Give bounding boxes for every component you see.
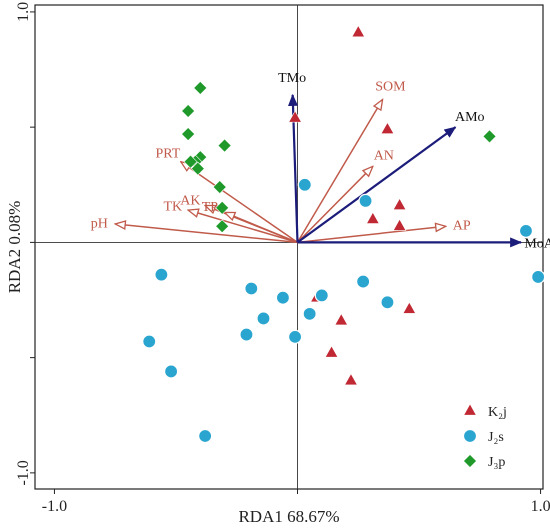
- environment-arrow: [181, 162, 298, 244]
- data-point-circle: [287, 329, 303, 344]
- environment-arrow: [297, 226, 446, 244]
- legend-marker: [463, 403, 477, 416]
- y-axis-label: RDA2 0.08%: [5, 201, 24, 294]
- response-arrow-label: AMo: [455, 110, 485, 125]
- environment-arrow-label: AP: [453, 218, 471, 233]
- data-point-circle: [358, 193, 373, 209]
- x-tick-label: -1.0: [42, 498, 67, 515]
- environment-arrow-label: TK: [164, 199, 183, 214]
- environment-arrow-label: pH: [91, 216, 108, 231]
- data-point-diamond: [482, 129, 497, 144]
- environment-arrow: [115, 224, 298, 244]
- environment-arrow: [188, 210, 298, 244]
- data-point-triangle: [402, 301, 417, 314]
- data-point-circle: [256, 311, 271, 326]
- series-triangle: [288, 25, 417, 386]
- data-point-triangle: [334, 313, 349, 326]
- environment-arrow: [296, 166, 373, 243]
- data-point-circle: [297, 177, 312, 192]
- environment-arrow: [296, 99, 383, 243]
- sample-points: [142, 25, 546, 444]
- data-point-circle: [518, 223, 534, 238]
- data-point-circle: [164, 364, 179, 379]
- axis-tick-labels: -1.0 1.0 1.0 -1.0: [15, 2, 550, 515]
- data-point-circle: [244, 281, 259, 296]
- data-point-diamond: [190, 161, 205, 176]
- data-point-triangle: [288, 110, 302, 123]
- data-point-circle: [356, 274, 371, 289]
- environment-arrow-label: SOM: [375, 80, 406, 95]
- data-point-diamond: [212, 180, 227, 195]
- legend: K₂j J₂s J₃p: [462, 403, 507, 470]
- environment-vectors: SOM AN AP PRT AK TP TK pH: [91, 80, 471, 244]
- data-point-circle: [198, 428, 213, 444]
- data-point-diamond: [183, 154, 198, 169]
- axis-ticks: [30, 11, 542, 494]
- data-point-diamond: [217, 138, 232, 153]
- data-point-triangle: [380, 121, 395, 134]
- legend-label: J₂s: [488, 430, 504, 445]
- y-tick-label: -1.0: [15, 460, 32, 485]
- data-point-triangle: [366, 211, 380, 224]
- x-tick-label: 1.0: [531, 498, 550, 515]
- legend-label: K₂j: [488, 405, 507, 420]
- data-point-triangle: [344, 373, 358, 386]
- environment-arrow-label: TP: [202, 200, 219, 215]
- data-point-triangle: [392, 218, 407, 231]
- data-point-diamond: [181, 127, 196, 141]
- data-point-circle: [380, 295, 395, 310]
- x-axis-label: RDA1 68.67%: [238, 507, 339, 526]
- data-point-circle: [302, 306, 317, 321]
- environment-arrow-label: PRT: [155, 146, 180, 161]
- environment-arrow-label: AN: [374, 149, 394, 164]
- legend-label: J₃p: [488, 455, 505, 470]
- plot-frame: [34, 4, 544, 490]
- data-point-circle: [275, 290, 291, 305]
- series-circle: [142, 177, 546, 444]
- legend-marker: [462, 428, 478, 444]
- data-point-triangle: [324, 345, 339, 358]
- data-point-triangle: [392, 197, 407, 211]
- data-point-circle: [531, 269, 546, 285]
- environment-arrow-label: AK: [180, 193, 200, 208]
- data-point-diamond: [181, 104, 196, 118]
- data-point-triangle: [351, 25, 366, 38]
- response-arrow: [296, 126, 457, 244]
- data-point-circle: [142, 334, 157, 349]
- response-vectors: TMo AMo MoA: [278, 71, 550, 251]
- response-arrow-label: MoA: [524, 236, 550, 251]
- y-tick-label: 1.0: [15, 2, 32, 22]
- data-point-circle: [154, 267, 169, 282]
- data-point-diamond: [215, 219, 230, 234]
- data-point-diamond: [193, 81, 208, 95]
- environment-arrow: [225, 211, 298, 244]
- series-diamond: [181, 81, 497, 234]
- response-arrow-label: TMo: [278, 71, 306, 86]
- data-point-circle: [239, 327, 254, 342]
- legend-marker: [463, 454, 477, 468]
- data-point-diamond: [215, 200, 230, 215]
- data-point-circle: [314, 288, 329, 303]
